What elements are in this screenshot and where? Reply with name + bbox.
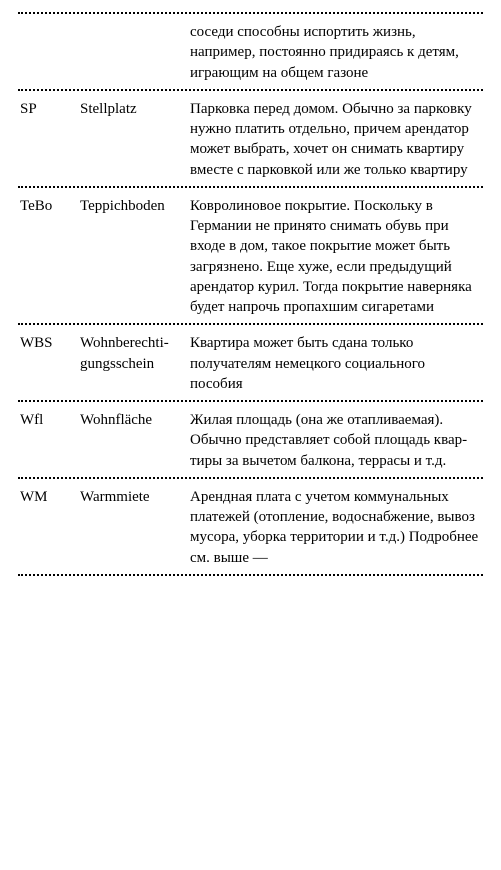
desc-cell: Арендная плата с учетом ком­мунальных пл… <box>188 481 483 574</box>
dotted-line <box>18 400 483 403</box>
dotted-line <box>18 186 483 189</box>
abbr-cell: WBS <box>18 327 78 400</box>
table-row: WBS Wohnbe­rechti­gungsschein Квартира м… <box>18 327 483 400</box>
table-row: соседи способны испортить жизнь, наприме… <box>18 16 483 89</box>
term-cell: Stellplatz <box>78 93 188 186</box>
page: соседи способны испортить жизнь, наприме… <box>0 0 501 870</box>
table-row: WM Warmmiete Арендная плата с учетом ком… <box>18 481 483 574</box>
desc-cell: Парковка перед домом. Обыч­но за парковк… <box>188 93 483 186</box>
dotted-line <box>18 12 483 15</box>
term-cell: Wohnbe­rechti­gungsschein <box>78 327 188 400</box>
term-cell: Warmmiete <box>78 481 188 574</box>
term-cell <box>78 16 188 89</box>
desc-cell: соседи способны испортить жизнь, наприме… <box>188 16 483 89</box>
term-cell: Wohnfläche <box>78 404 188 477</box>
table-row: TeBo Teppich­boden Ковролиновое покрытие… <box>18 190 483 324</box>
abbr-cell: WM <box>18 481 78 574</box>
separator <box>18 574 483 578</box>
dotted-line <box>18 574 483 577</box>
abbr-cell: SP <box>18 93 78 186</box>
desc-cell: Квартира может быть сдана только получат… <box>188 327 483 400</box>
dotted-line <box>18 323 483 326</box>
table-row: Wfl Wohnfläche Жилая площадь (она же ота… <box>18 404 483 477</box>
abbr-cell: Wfl <box>18 404 78 477</box>
abbr-cell: TeBo <box>18 190 78 324</box>
desc-cell: Ковролиновое покрытие. По­скольку в Герм… <box>188 190 483 324</box>
desc-cell: Жилая площадь (она же отапливаемая). Обы… <box>188 404 483 477</box>
dotted-line <box>18 477 483 480</box>
table-row: SP Stellplatz Парковка перед домом. Обыч… <box>18 93 483 186</box>
dotted-line <box>18 89 483 92</box>
glossary-table: соседи способны испортить жизнь, наприме… <box>18 12 483 578</box>
abbr-cell <box>18 16 78 89</box>
term-cell: Teppich­boden <box>78 190 188 324</box>
